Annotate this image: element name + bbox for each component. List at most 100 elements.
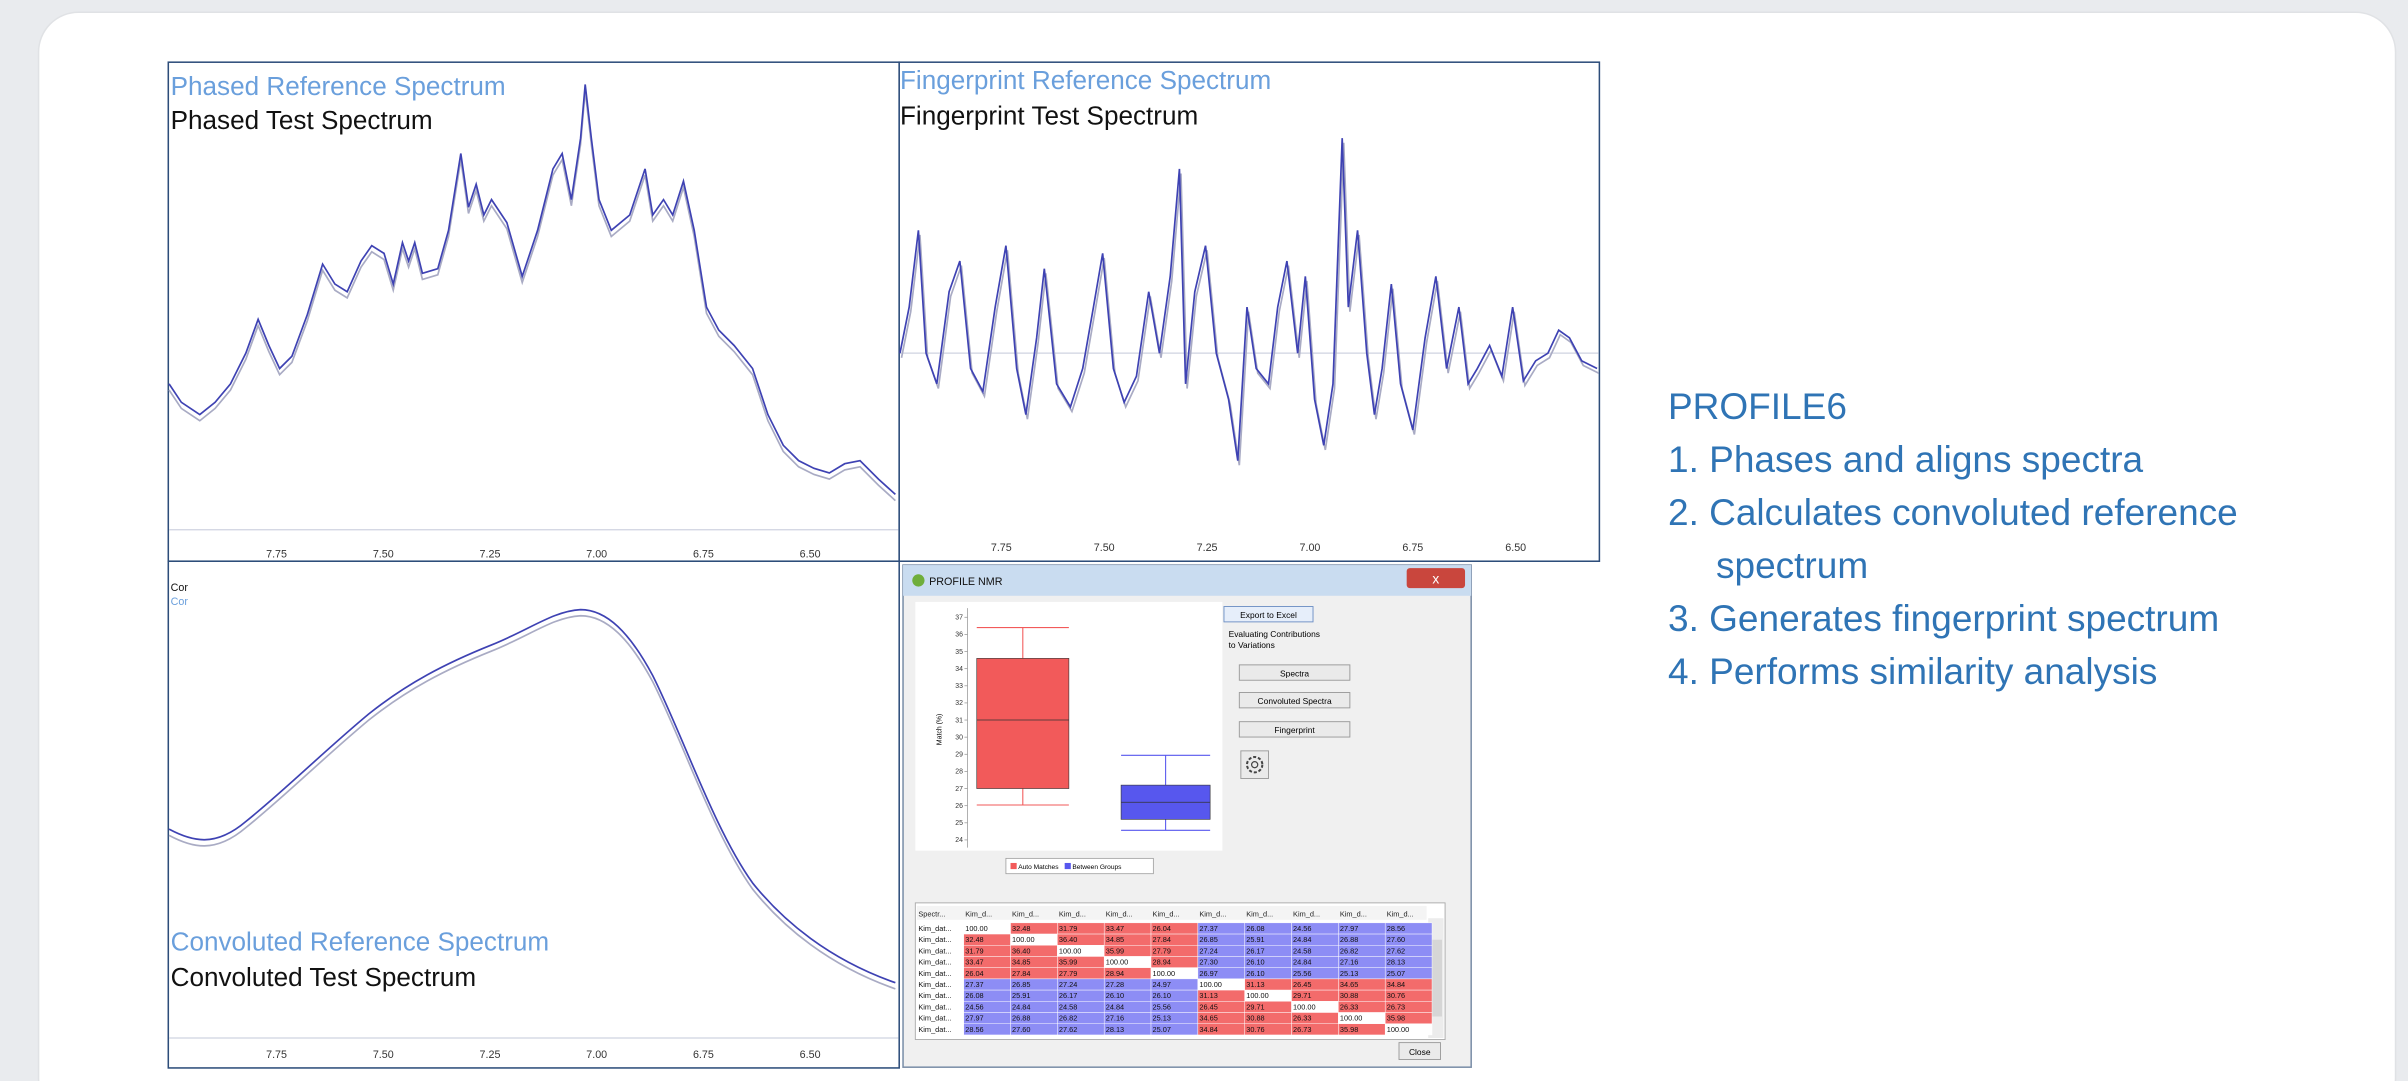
x-tick-label: 7.25 bbox=[1197, 542, 1218, 554]
cell-text: 100.00 bbox=[1106, 958, 1129, 967]
cell-text: 24.84 bbox=[1293, 935, 1311, 944]
cell-text: 36.40 bbox=[1012, 946, 1030, 955]
column-header: Kim_d... bbox=[1293, 910, 1320, 919]
cell-text: 35.99 bbox=[1059, 958, 1077, 967]
cell-text: 31.13 bbox=[1199, 991, 1217, 1000]
column-header: Kim_d... bbox=[1199, 910, 1226, 919]
x-tick-label: 7.75 bbox=[991, 542, 1012, 554]
legend-swatch bbox=[1065, 863, 1071, 869]
description-item: 2. Calculates convoluted reference spect… bbox=[1668, 486, 2368, 592]
convoluted-panel: Cor Cor Convoluted Reference Spectrum Co… bbox=[168, 561, 899, 1068]
cell-text: 27.62 bbox=[1387, 946, 1405, 955]
cell-text: 24.56 bbox=[1293, 924, 1311, 933]
cell-text: 27.62 bbox=[1059, 1025, 1077, 1034]
cell-text: 26.82 bbox=[1340, 946, 1358, 955]
x-tick-label: 6.75 bbox=[1402, 542, 1423, 554]
cell-text: 26.88 bbox=[1340, 935, 1358, 944]
cell-text: 25.56 bbox=[1293, 969, 1311, 978]
column-header: Kim_d... bbox=[1387, 910, 1414, 919]
cell-text: 27.60 bbox=[1387, 935, 1405, 944]
cell-text: 30.88 bbox=[1340, 991, 1358, 1000]
x-tick-label: 7.75 bbox=[266, 1049, 287, 1061]
cell-text: 27.16 bbox=[1340, 958, 1358, 967]
cell-text: Kim_dat... bbox=[918, 946, 951, 955]
description-item: 4. Performs similarity analysis bbox=[1668, 645, 2368, 698]
column-header: Kim_d... bbox=[1106, 910, 1133, 919]
cell-text: 25.13 bbox=[1340, 969, 1358, 978]
y-tick-label: 36 bbox=[955, 632, 963, 639]
x-tick-label: 6.50 bbox=[800, 548, 821, 560]
cell-text: 26.04 bbox=[965, 969, 983, 978]
cell-text: 27.24 bbox=[1059, 980, 1077, 989]
x-tick-label: 7.00 bbox=[1299, 542, 1320, 554]
cell-text: 26.85 bbox=[1012, 980, 1030, 989]
cell-text: 24.84 bbox=[1106, 1002, 1124, 1011]
settings-button[interactable] bbox=[1241, 751, 1269, 779]
cell-text: 35.98 bbox=[1340, 1025, 1358, 1034]
cell-text: 27.28 bbox=[1106, 980, 1124, 989]
x-tick-label: 7.50 bbox=[373, 1049, 394, 1061]
cell-text: 27.24 bbox=[1199, 946, 1217, 955]
cell-text: 100.00 bbox=[1199, 980, 1222, 989]
column-header: Spectr... bbox=[918, 910, 945, 919]
cell-text: 26.04 bbox=[1153, 924, 1171, 933]
cell-text: 28.94 bbox=[1106, 969, 1124, 978]
column-header: Kim_d... bbox=[1012, 910, 1039, 919]
description: PROFILE6 1. Phases and aligns spectra2. … bbox=[1668, 380, 2368, 698]
page: { "panels": { "phased": { "reference_lab… bbox=[0, 0, 2408, 1081]
phased-panel: Phased Reference Spectrum Phased Test Sp… bbox=[168, 62, 899, 561]
cell-text: 29.71 bbox=[1246, 1002, 1264, 1011]
cell-text: 31.79 bbox=[1059, 924, 1077, 933]
cell-text: 34.85 bbox=[1012, 958, 1030, 967]
cell-text: 100.00 bbox=[1059, 946, 1082, 955]
cell-text: 26.17 bbox=[1059, 991, 1077, 1000]
x-tick-label: 7.25 bbox=[480, 1049, 501, 1061]
cell-text: 34.85 bbox=[1106, 935, 1124, 944]
legend-label: Auto Matches bbox=[1018, 864, 1059, 871]
cell-text: 24.56 bbox=[965, 1002, 983, 1011]
cell-text: 34.65 bbox=[1340, 980, 1358, 989]
cell-text: 30.88 bbox=[1246, 1014, 1264, 1023]
cell-text: Kim_dat... bbox=[918, 969, 951, 978]
cell-text: 26.10 bbox=[1246, 958, 1264, 967]
cell-text: 31.13 bbox=[1246, 980, 1264, 989]
cell-text: 26.88 bbox=[1012, 1014, 1030, 1023]
cell-text: 27.97 bbox=[1340, 924, 1358, 933]
y-tick-label: 30 bbox=[955, 734, 963, 741]
cell-text: 24.97 bbox=[1153, 980, 1171, 989]
cell-text: 26.10 bbox=[1106, 991, 1124, 1000]
y-tick-label: 33 bbox=[955, 683, 963, 690]
cell-text: 26.10 bbox=[1246, 969, 1264, 978]
cell-text: 34.65 bbox=[1199, 1014, 1217, 1023]
cell-text: 26.45 bbox=[1199, 1002, 1217, 1011]
cell-text: 100.00 bbox=[1153, 969, 1176, 978]
y-tick-label: 34 bbox=[955, 666, 963, 673]
app-icon bbox=[912, 574, 924, 586]
cell-text: 25.91 bbox=[1012, 991, 1030, 1000]
cell-text: 28.56 bbox=[1387, 924, 1405, 933]
column-header: Kim_d... bbox=[1246, 910, 1273, 919]
box bbox=[977, 658, 1069, 788]
export-label: Export to Excel bbox=[1240, 610, 1297, 620]
cell-text: 27.60 bbox=[1012, 1025, 1030, 1034]
cell-text: Kim_dat... bbox=[918, 1014, 951, 1023]
cell-text: 100.00 bbox=[965, 924, 988, 933]
cell-text: Kim_dat... bbox=[918, 1025, 951, 1034]
cell-text: 28.94 bbox=[1153, 958, 1171, 967]
cell-text: 30.76 bbox=[1246, 1025, 1264, 1034]
y-tick-label: 32 bbox=[955, 700, 963, 707]
close-icon: x bbox=[1432, 570, 1439, 586]
cell-text: 27.97 bbox=[965, 1014, 983, 1023]
x-tick-label: 6.75 bbox=[693, 1049, 714, 1061]
cell-text: 25.91 bbox=[1246, 935, 1264, 944]
y-tick-label: 26 bbox=[955, 803, 963, 810]
cell-text: Kim_dat... bbox=[918, 991, 951, 1000]
cell-text: 27.16 bbox=[1106, 1014, 1124, 1023]
cell-text: 100.00 bbox=[1293, 1002, 1316, 1011]
cell-text: 28.56 bbox=[965, 1025, 983, 1034]
x-tick-label: 7.50 bbox=[373, 548, 394, 560]
legend-swatch bbox=[1011, 863, 1017, 869]
cell-text: 25.56 bbox=[1153, 1002, 1171, 1011]
cell-text: Kim_dat... bbox=[918, 958, 951, 967]
cell-text: 26.73 bbox=[1387, 1002, 1405, 1011]
